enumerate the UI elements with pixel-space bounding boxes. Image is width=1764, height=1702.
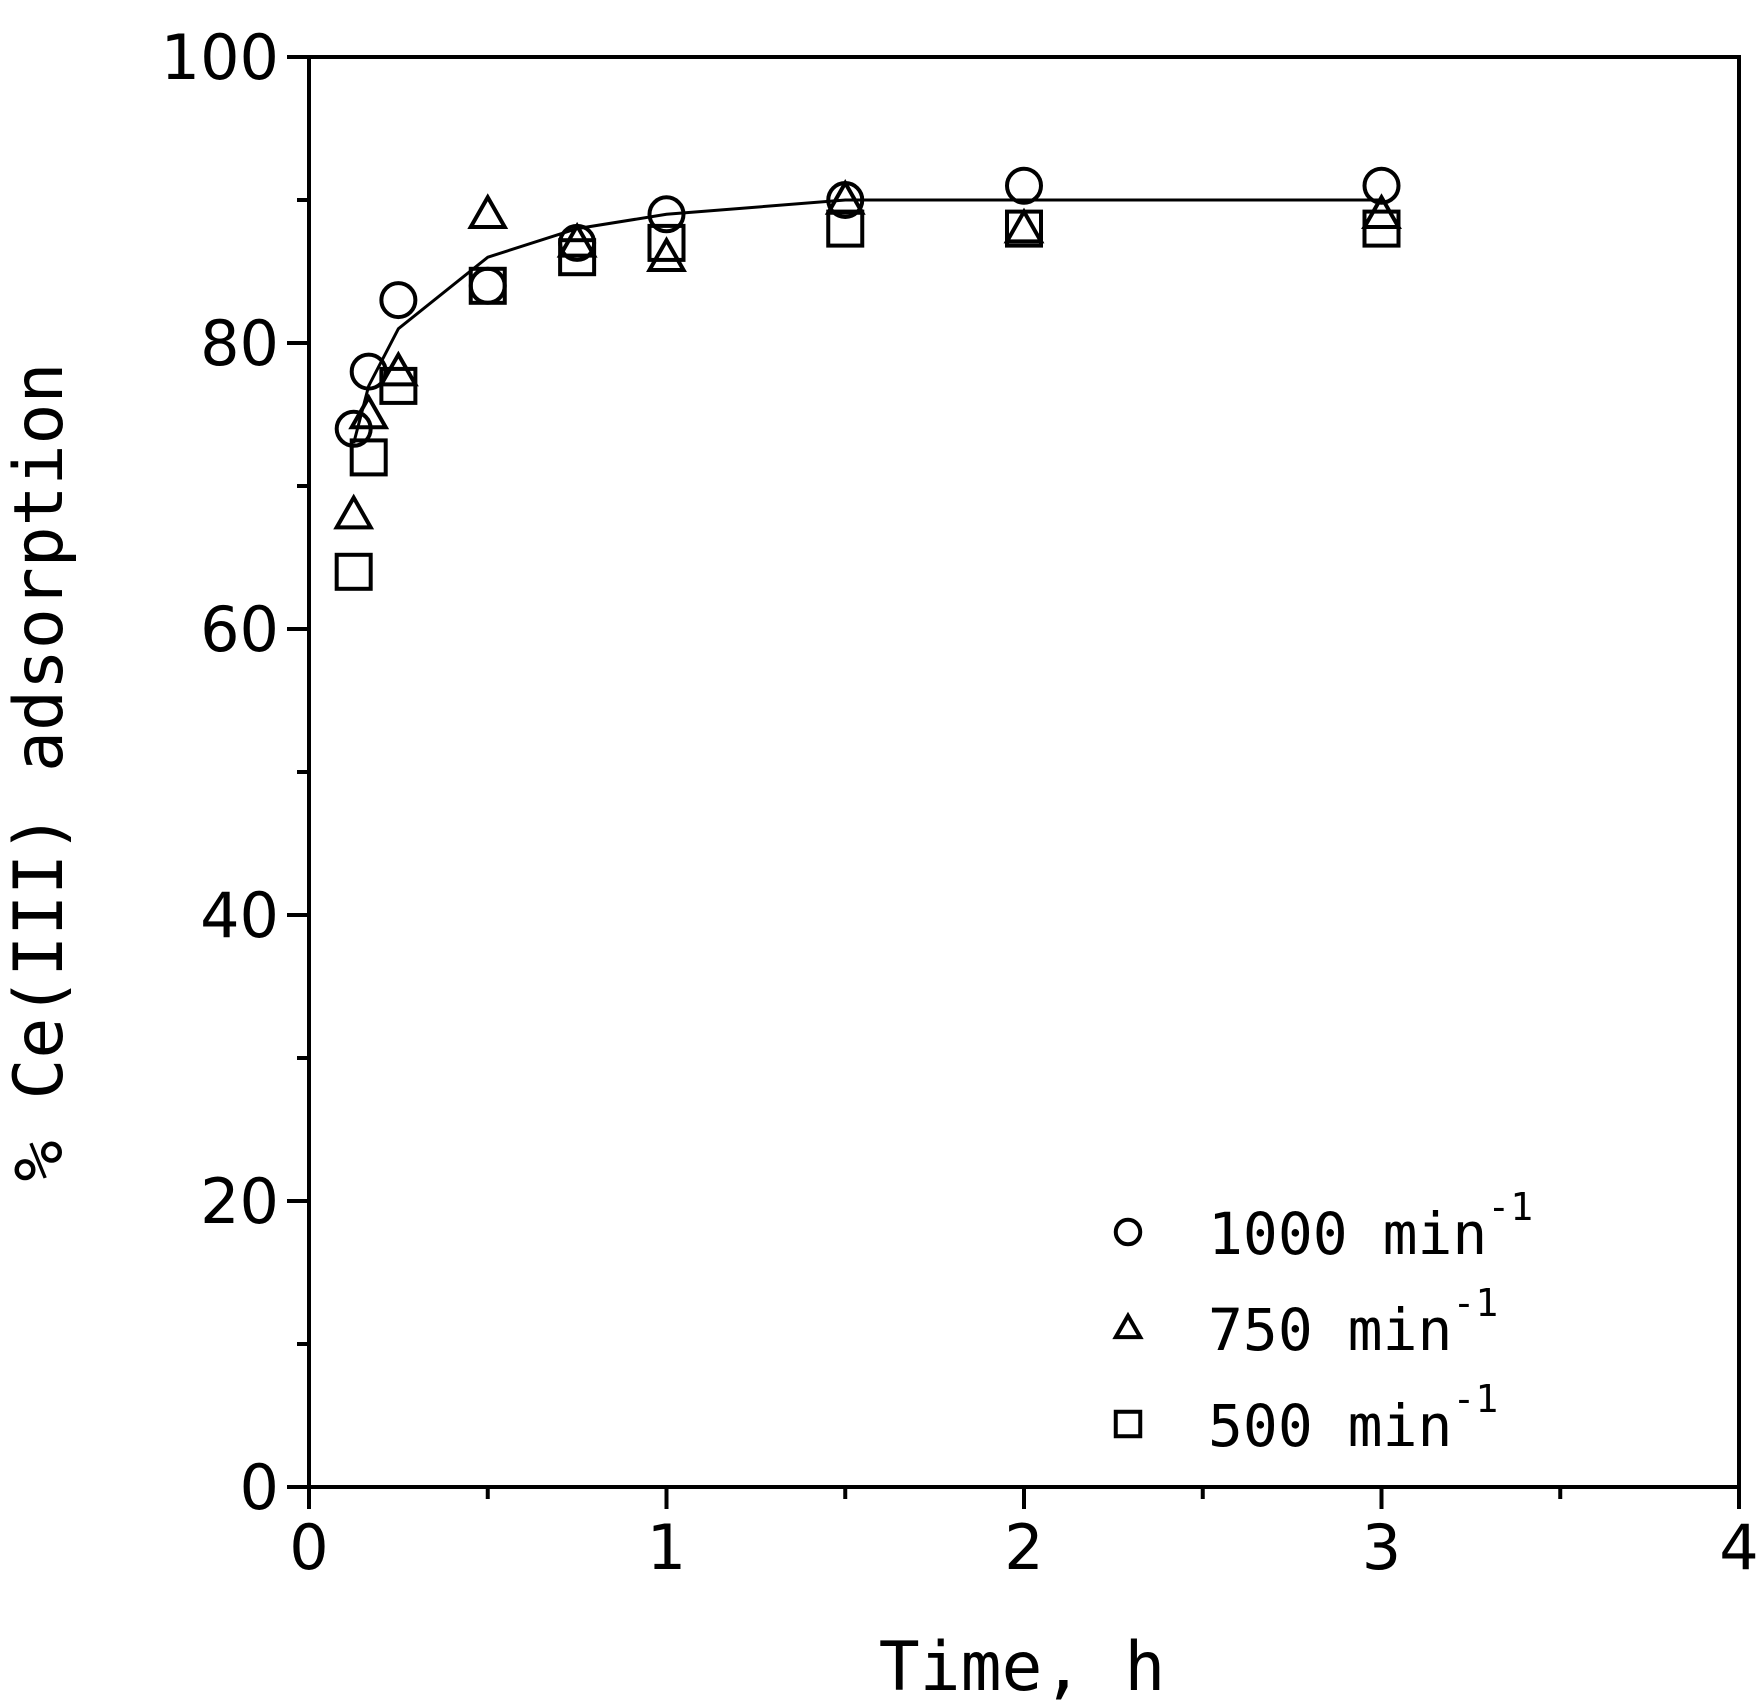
legend-triangle-marker xyxy=(1112,1311,1144,1340)
square-data-point xyxy=(379,366,418,405)
circle-data-point xyxy=(1362,166,1401,205)
y-tick-label: 0 xyxy=(240,1451,279,1524)
legend-entry-superscript: -1 xyxy=(1452,1281,1498,1325)
legend: 1000 min-1 750 min-1 500 min-1 xyxy=(1112,1185,1533,1460)
square-data-point xyxy=(826,209,865,248)
legend-entry-label: 1000 min-1 xyxy=(1208,1185,1533,1268)
triangle-data-point xyxy=(467,193,509,230)
legend-circle-marker xyxy=(1113,1217,1143,1247)
x-axis-title: Time, h xyxy=(879,1628,1166,1702)
legend-square-marker xyxy=(1113,1409,1143,1439)
circle-data-point xyxy=(379,281,418,320)
x-tick-label: 2 xyxy=(1004,1511,1043,1584)
square-data-point xyxy=(647,223,686,262)
x-tick-label: 0 xyxy=(289,1511,328,1584)
y-tick-label: 80 xyxy=(200,307,279,380)
axis-ticks xyxy=(287,55,1741,1509)
plot-frame xyxy=(307,55,1741,1489)
data-points-layer xyxy=(333,166,1402,591)
legend-entry-superscript: -1 xyxy=(1487,1185,1533,1229)
legend-entry-label: 500 min-1 xyxy=(1208,1377,1498,1460)
square-data-point xyxy=(558,238,597,277)
fit-curve xyxy=(352,198,1382,444)
legend-entry-superscript: -1 xyxy=(1452,1377,1498,1421)
x-tick-label: 1 xyxy=(647,1511,686,1584)
x-tick-label: 3 xyxy=(1362,1511,1401,1584)
fit-curve-layer xyxy=(352,198,1382,444)
circle-data-point xyxy=(468,266,507,305)
x-tick-label: 4 xyxy=(1719,1511,1758,1584)
square-data-point xyxy=(349,438,388,477)
y-tick-label: 100 xyxy=(161,21,279,94)
square-data-point xyxy=(1005,209,1043,248)
square-data-point xyxy=(1362,209,1401,248)
triangle-data-point xyxy=(646,236,687,272)
square-data-point xyxy=(334,552,373,591)
y-tick-label: 40 xyxy=(200,879,279,952)
triangle-data-point xyxy=(1003,207,1045,244)
triangle-data-point xyxy=(333,493,375,530)
legend-entry-label: 750 min-1 xyxy=(1208,1281,1498,1364)
circle-data-point xyxy=(647,195,686,234)
y-tick-label: 60 xyxy=(200,593,279,666)
square-data-point xyxy=(468,266,507,305)
y-axis-title: % Ce(III) adsorption xyxy=(0,363,79,1182)
circle-data-point xyxy=(1005,166,1043,205)
circle-data-point xyxy=(349,352,388,391)
triangle-data-point xyxy=(348,393,390,430)
y-tick-label: 20 xyxy=(200,1165,279,1238)
